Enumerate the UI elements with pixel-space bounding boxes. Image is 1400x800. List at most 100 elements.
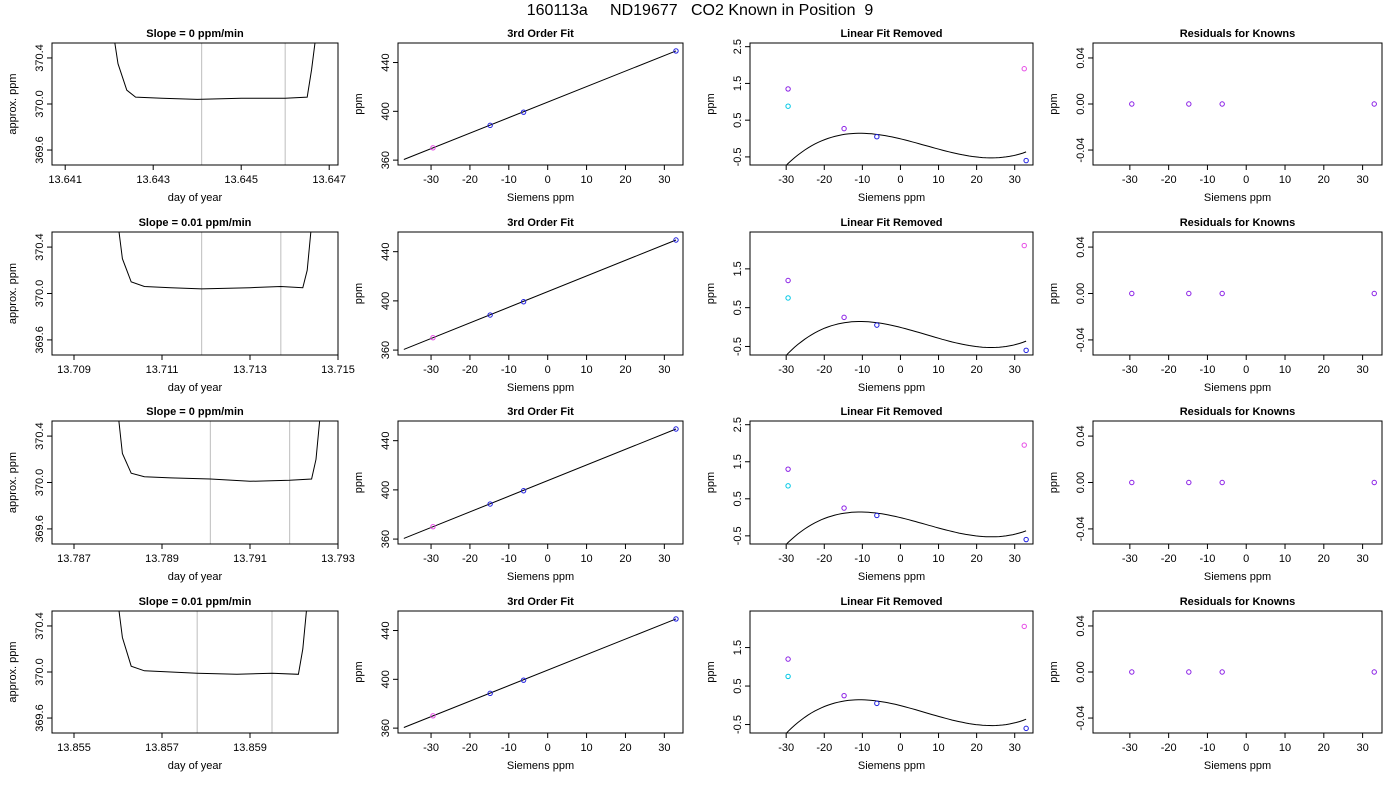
data-point: [520, 677, 527, 683]
x-tick-label: 0: [897, 364, 903, 376]
x-tick-label: 0: [545, 364, 551, 376]
x-tick-label: -10: [854, 553, 870, 565]
x-tick-label: 20: [971, 553, 983, 565]
x-tick-label: -20: [1161, 742, 1177, 754]
panel-3-3: Residuals for Knowns -30 -20 -10 0 10 20 30 -0.0…: [1048, 596, 1383, 772]
x-tick-label: 0: [1243, 174, 1249, 186]
x-tick-label: -10: [501, 742, 517, 754]
x-tick-label: 13.859: [233, 742, 267, 754]
data-point: [520, 109, 527, 115]
x-tick-label: 20: [1318, 364, 1330, 376]
y-tick-label: 360: [380, 719, 392, 737]
panel-title: Linear Fit Removed: [840, 406, 942, 418]
x-tick-label: 13.641: [48, 174, 82, 186]
data-point: [487, 312, 493, 318]
panel-title: Slope = 0 ppm/min: [146, 406, 244, 418]
x-tick-label: 10: [932, 742, 944, 754]
panel-3-1: 3rd Order Fit -30 -20 -10 0 10 20 30 360 400 440 Si…: [353, 596, 684, 772]
panel-title: Slope = 0 ppm/min: [146, 28, 244, 40]
x-axis-label: Siemens ppm: [1204, 382, 1271, 394]
x-tick-label: -20: [816, 553, 832, 565]
x-tick-label: 10: [580, 553, 592, 565]
panel-2-1: 3rd Order Fit -30 -20 -10 0 10 20 30 360 400 440 Si…: [353, 406, 684, 583]
data-point: [785, 103, 791, 109]
x-tick-label: 13.857: [145, 742, 179, 754]
plot-area: [403, 48, 679, 160]
series-line: [114, 43, 316, 100]
y-tick-label: 440: [380, 432, 392, 450]
x-tick-label: -30: [1122, 553, 1138, 565]
y-tick-label: 370.0: [34, 280, 46, 308]
x-tick-label: -10: [501, 553, 517, 565]
plot-area: [403, 426, 679, 539]
x-tick-label: -20: [1161, 553, 1177, 565]
x-axis-label: Siemens ppm: [858, 760, 925, 772]
data-point: [1129, 101, 1135, 107]
y-axis-label: ppm: [1048, 661, 1060, 682]
y-axis-label: ppm: [1048, 283, 1060, 304]
y-tick-label: 0.00: [1075, 93, 1087, 114]
panel-title: Linear Fit Removed: [840, 217, 942, 229]
data-point: [785, 86, 791, 92]
y-tick-label: 0.04: [1075, 425, 1087, 446]
y-axis-label: approx. ppm: [7, 452, 19, 513]
y-tick-label: 369.6: [34, 136, 46, 164]
panel-0-1: 3rd Order Fit -30 -20 -10 0 10 20 30 360 400 440 Si…: [353, 28, 684, 204]
fit-line: [403, 428, 677, 539]
y-axis-label: ppm: [353, 472, 365, 493]
data-point: [785, 295, 791, 301]
y-tick-label: 0.00: [1075, 283, 1087, 304]
x-tick-label: -20: [816, 174, 832, 186]
data-point: [874, 322, 880, 328]
data-point: [673, 237, 679, 243]
x-tick-label: 0: [897, 742, 903, 754]
data-point: [874, 134, 880, 140]
y-axis-label: approx. ppm: [7, 641, 19, 702]
data-point: [1021, 66, 1027, 72]
y-tick-label: 440: [380, 243, 392, 261]
y-tick-label: 400: [380, 102, 392, 120]
x-tick-label: 30: [1356, 553, 1368, 565]
x-tick-label: 30: [658, 174, 670, 186]
y-tick-label: -0.5: [732, 715, 744, 734]
x-tick-label: 30: [1009, 553, 1021, 565]
x-tick-label: -10: [1199, 742, 1215, 754]
data-point: [874, 512, 880, 519]
x-tick-label: 20: [1318, 174, 1330, 186]
data-point: [874, 700, 880, 707]
x-tick-label: -10: [1199, 553, 1215, 565]
x-tick-label: 30: [1009, 742, 1021, 754]
y-axis-label: ppm: [705, 93, 717, 114]
data-point: [1023, 725, 1029, 732]
plot-area: [1129, 101, 1377, 107]
x-tick-label: -20: [1161, 174, 1177, 186]
panel-title: Residuals for Knowns: [1180, 596, 1296, 608]
panel-title: Residuals for Knowns: [1180, 406, 1296, 418]
data-point: [1023, 536, 1029, 543]
x-tick-label: -30: [423, 553, 439, 565]
axes-frame: [51, 231, 339, 356]
data-point: [785, 483, 791, 489]
x-tick-label: 13.647: [312, 174, 346, 186]
x-tick-label: 10: [580, 742, 592, 754]
x-axis-label: day of year: [168, 382, 223, 394]
y-tick-label: -0.04: [1075, 516, 1087, 541]
data-point: [1371, 101, 1377, 107]
series-line: [118, 611, 307, 675]
data-point: [673, 48, 679, 54]
y-tick-label: -0.04: [1075, 705, 1087, 730]
y-tick-label: -0.04: [1075, 137, 1087, 162]
axes-frame: [397, 231, 684, 356]
x-axis-label: Siemens ppm: [858, 382, 925, 394]
x-tick-label: -30: [778, 174, 794, 186]
x-tick-label: 20: [619, 742, 631, 754]
plot-area: [118, 611, 307, 675]
x-tick-label: 0: [1243, 364, 1249, 376]
x-tick-label: 10: [932, 174, 944, 186]
plot-area: [785, 623, 1029, 733]
panel-3-2: Linear Fit Removed -30 -20 -10 0 10 20 30 -0.5 0.…: [705, 596, 1034, 772]
x-tick-label: 13.791: [233, 553, 267, 565]
y-tick-label: 370.4: [34, 233, 46, 261]
x-tick-label: -20: [1161, 364, 1177, 376]
